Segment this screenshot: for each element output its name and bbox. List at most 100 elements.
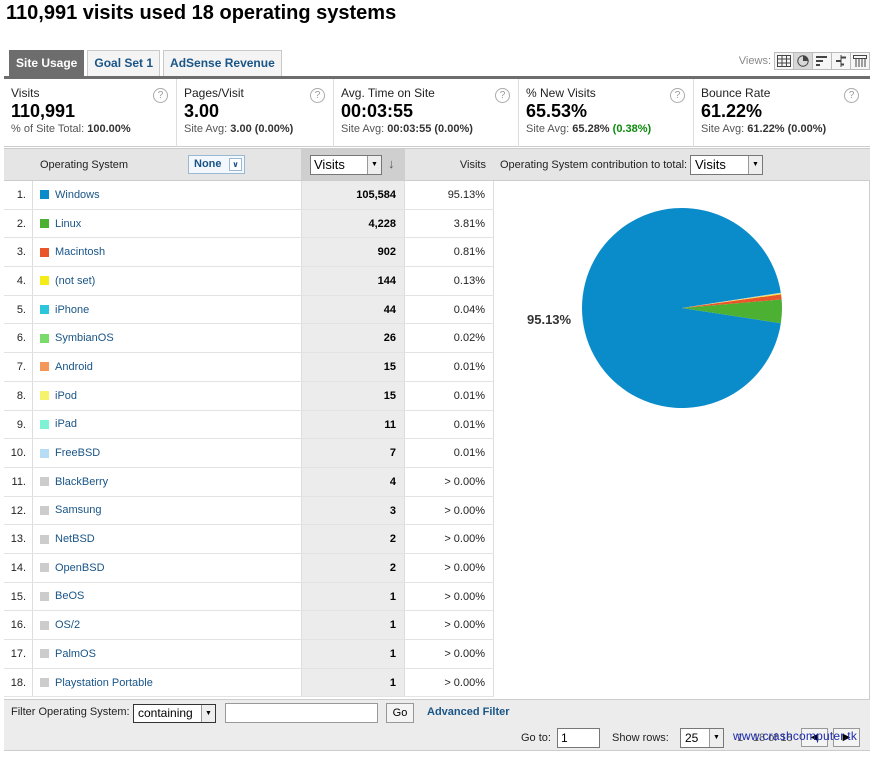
visits-cell: 11 [301, 410, 405, 439]
os-link[interactable]: PalmOS [55, 647, 96, 660]
filter-input[interactable] [225, 703, 378, 723]
os-link[interactable]: BlackBerry [55, 475, 109, 488]
visits-cell: 26 [301, 324, 405, 353]
metric-visits: Visits 110,991 % of Site Total: 100.00% … [4, 79, 177, 147]
help-icon[interactable]: ? [495, 88, 510, 103]
os-link[interactable]: Samsung [55, 504, 102, 517]
metric-value: 110,991 [11, 101, 76, 121]
report-tabs: Site Usage Goal Set 1 AdSense Revenue [9, 50, 285, 77]
pie-view-icon[interactable] [793, 52, 813, 70]
go-button[interactable]: Go [386, 703, 414, 723]
os-cell: OS/2 [40, 611, 80, 639]
percent-cell: > 0.00% [405, 611, 494, 639]
percent-cell: > 0.00% [405, 525, 494, 553]
tab-adsense-revenue[interactable]: AdSense Revenue [163, 50, 282, 77]
os-cell: NetBSD [40, 525, 95, 553]
secondary-dimension-button[interactable]: None ∨ [188, 155, 245, 174]
percent-cell: 0.01% [405, 381, 494, 410]
os-link[interactable]: NetBSD [55, 533, 95, 546]
metric-value: 3.00 [184, 101, 220, 121]
next-page-button[interactable]: ▶ [833, 728, 860, 747]
goto-input[interactable]: 1 [557, 728, 600, 748]
os-link[interactable]: Linux [55, 217, 82, 230]
pivot-view-icon[interactable] [850, 52, 870, 70]
filter-mode-select[interactable]: containing ▼ [133, 704, 216, 723]
os-link[interactable]: SymbianOS [55, 332, 114, 345]
table-row: 17. PalmOS 1 > 0.00% [4, 640, 494, 669]
os-link[interactable]: iPod [55, 389, 78, 402]
os-link[interactable]: BeOS [55, 590, 85, 603]
color-swatch [40, 419, 49, 429]
row-number: 3. [4, 238, 33, 267]
help-icon[interactable]: ? [153, 88, 168, 103]
pagination-range: 1 - 18 of 18 [737, 732, 793, 744]
table-row: 8. iPod 15 0.01% [4, 381, 494, 411]
os-link[interactable]: (not set) [55, 274, 96, 287]
sort-metric-select[interactable]: Visits ▼ [310, 155, 382, 175]
comparison-view-icon[interactable] [831, 52, 851, 70]
color-swatch [40, 678, 49, 688]
row-number: 9. [4, 410, 33, 439]
page-title: 110,991 visits used 18 operating systems [6, 2, 397, 24]
help-icon[interactable]: ? [670, 88, 685, 103]
os-link[interactable]: Android [55, 360, 93, 373]
chevron-down-icon: ∨ [229, 158, 242, 171]
percent-cell: 95.13% [405, 181, 494, 209]
metric-sub: Site Avg: 65.28% (0.38%) [526, 123, 652, 135]
visits-cell: 144 [301, 267, 405, 295]
color-swatch [40, 190, 49, 200]
show-rows-select[interactable]: 25 ▼ [680, 728, 724, 748]
color-swatch [40, 534, 49, 544]
pie-slice-windows[interactable] [582, 208, 781, 408]
table-row: 2. Linux 4,228 3.81% [4, 209, 494, 239]
row-number: 15. [4, 582, 33, 611]
pie-metric-select[interactable]: Visits ▼ [690, 155, 763, 175]
os-link[interactable]: FreeBSD [55, 447, 101, 460]
table-row: 13. NetBSD 2 > 0.00% [4, 525, 494, 554]
metric-sub: Site Avg: 00:03:55 (0.00%) [341, 123, 473, 135]
metrics-summary: Visits 110,991 % of Site Total: 100.00% … [4, 79, 870, 147]
row-number: 18. [4, 668, 33, 697]
row-number: 4. [4, 267, 33, 295]
help-icon[interactable]: ? [310, 88, 325, 103]
os-link[interactable]: iPhone [55, 303, 90, 316]
show-rows-label: Show rows: [612, 732, 669, 744]
percent-cell: 0.02% [405, 324, 494, 353]
performance-view-icon[interactable] [812, 52, 832, 70]
help-icon[interactable]: ? [844, 88, 859, 103]
metric-label: Visits [11, 86, 40, 100]
os-link[interactable]: OpenBSD [55, 561, 105, 574]
metric-label: Bounce Rate [701, 86, 771, 100]
sort-column-header: Visits ▼ ↓ [301, 149, 405, 180]
advanced-filter-link[interactable]: Advanced Filter [427, 706, 510, 718]
filter-mode-value: containing [138, 706, 193, 720]
pie-slice-other[interactable] [682, 292, 781, 308]
os-cell: FreeBSD [40, 439, 100, 467]
row-number: 5. [4, 295, 33, 324]
os-cell: OpenBSD [40, 554, 105, 582]
color-swatch [40, 448, 49, 458]
os-link[interactable]: Playstation Portable [55, 676, 153, 689]
os-link[interactable]: OS/2 [55, 619, 81, 632]
pie-slice-linux[interactable] [682, 299, 782, 324]
table-view-icon[interactable] [774, 52, 794, 70]
dropdown-arrow-icon: ▼ [709, 729, 723, 747]
pie-slice-macintosh[interactable] [682, 294, 782, 308]
metric-pages-per-visit: Pages/Visit 3.00 Site Avg: 3.00 (0.00%) … [177, 79, 334, 147]
os-cell: Samsung [40, 497, 101, 525]
visits-cell: 902 [301, 238, 405, 267]
row-number: 2. [4, 209, 33, 238]
tab-site-usage[interactable]: Site Usage [9, 50, 85, 77]
pie-slice-not-set[interactable] [682, 293, 782, 308]
percent-cell: 0.01% [405, 410, 494, 439]
prev-page-button[interactable]: ◀ [801, 728, 828, 747]
os-link[interactable]: iPad [55, 418, 78, 431]
os-cell: BeOS [40, 583, 84, 611]
os-link[interactable]: Windows [55, 188, 100, 201]
os-link[interactable]: Macintosh [55, 246, 106, 259]
sort-descending-icon[interactable]: ↓ [388, 156, 395, 171]
table-row: 5. iPhone 44 0.04% [4, 295, 494, 325]
visits-cell: 3 [301, 496, 405, 525]
row-number: 12. [4, 496, 33, 525]
tab-goal-set-1[interactable]: Goal Set 1 [87, 50, 161, 77]
